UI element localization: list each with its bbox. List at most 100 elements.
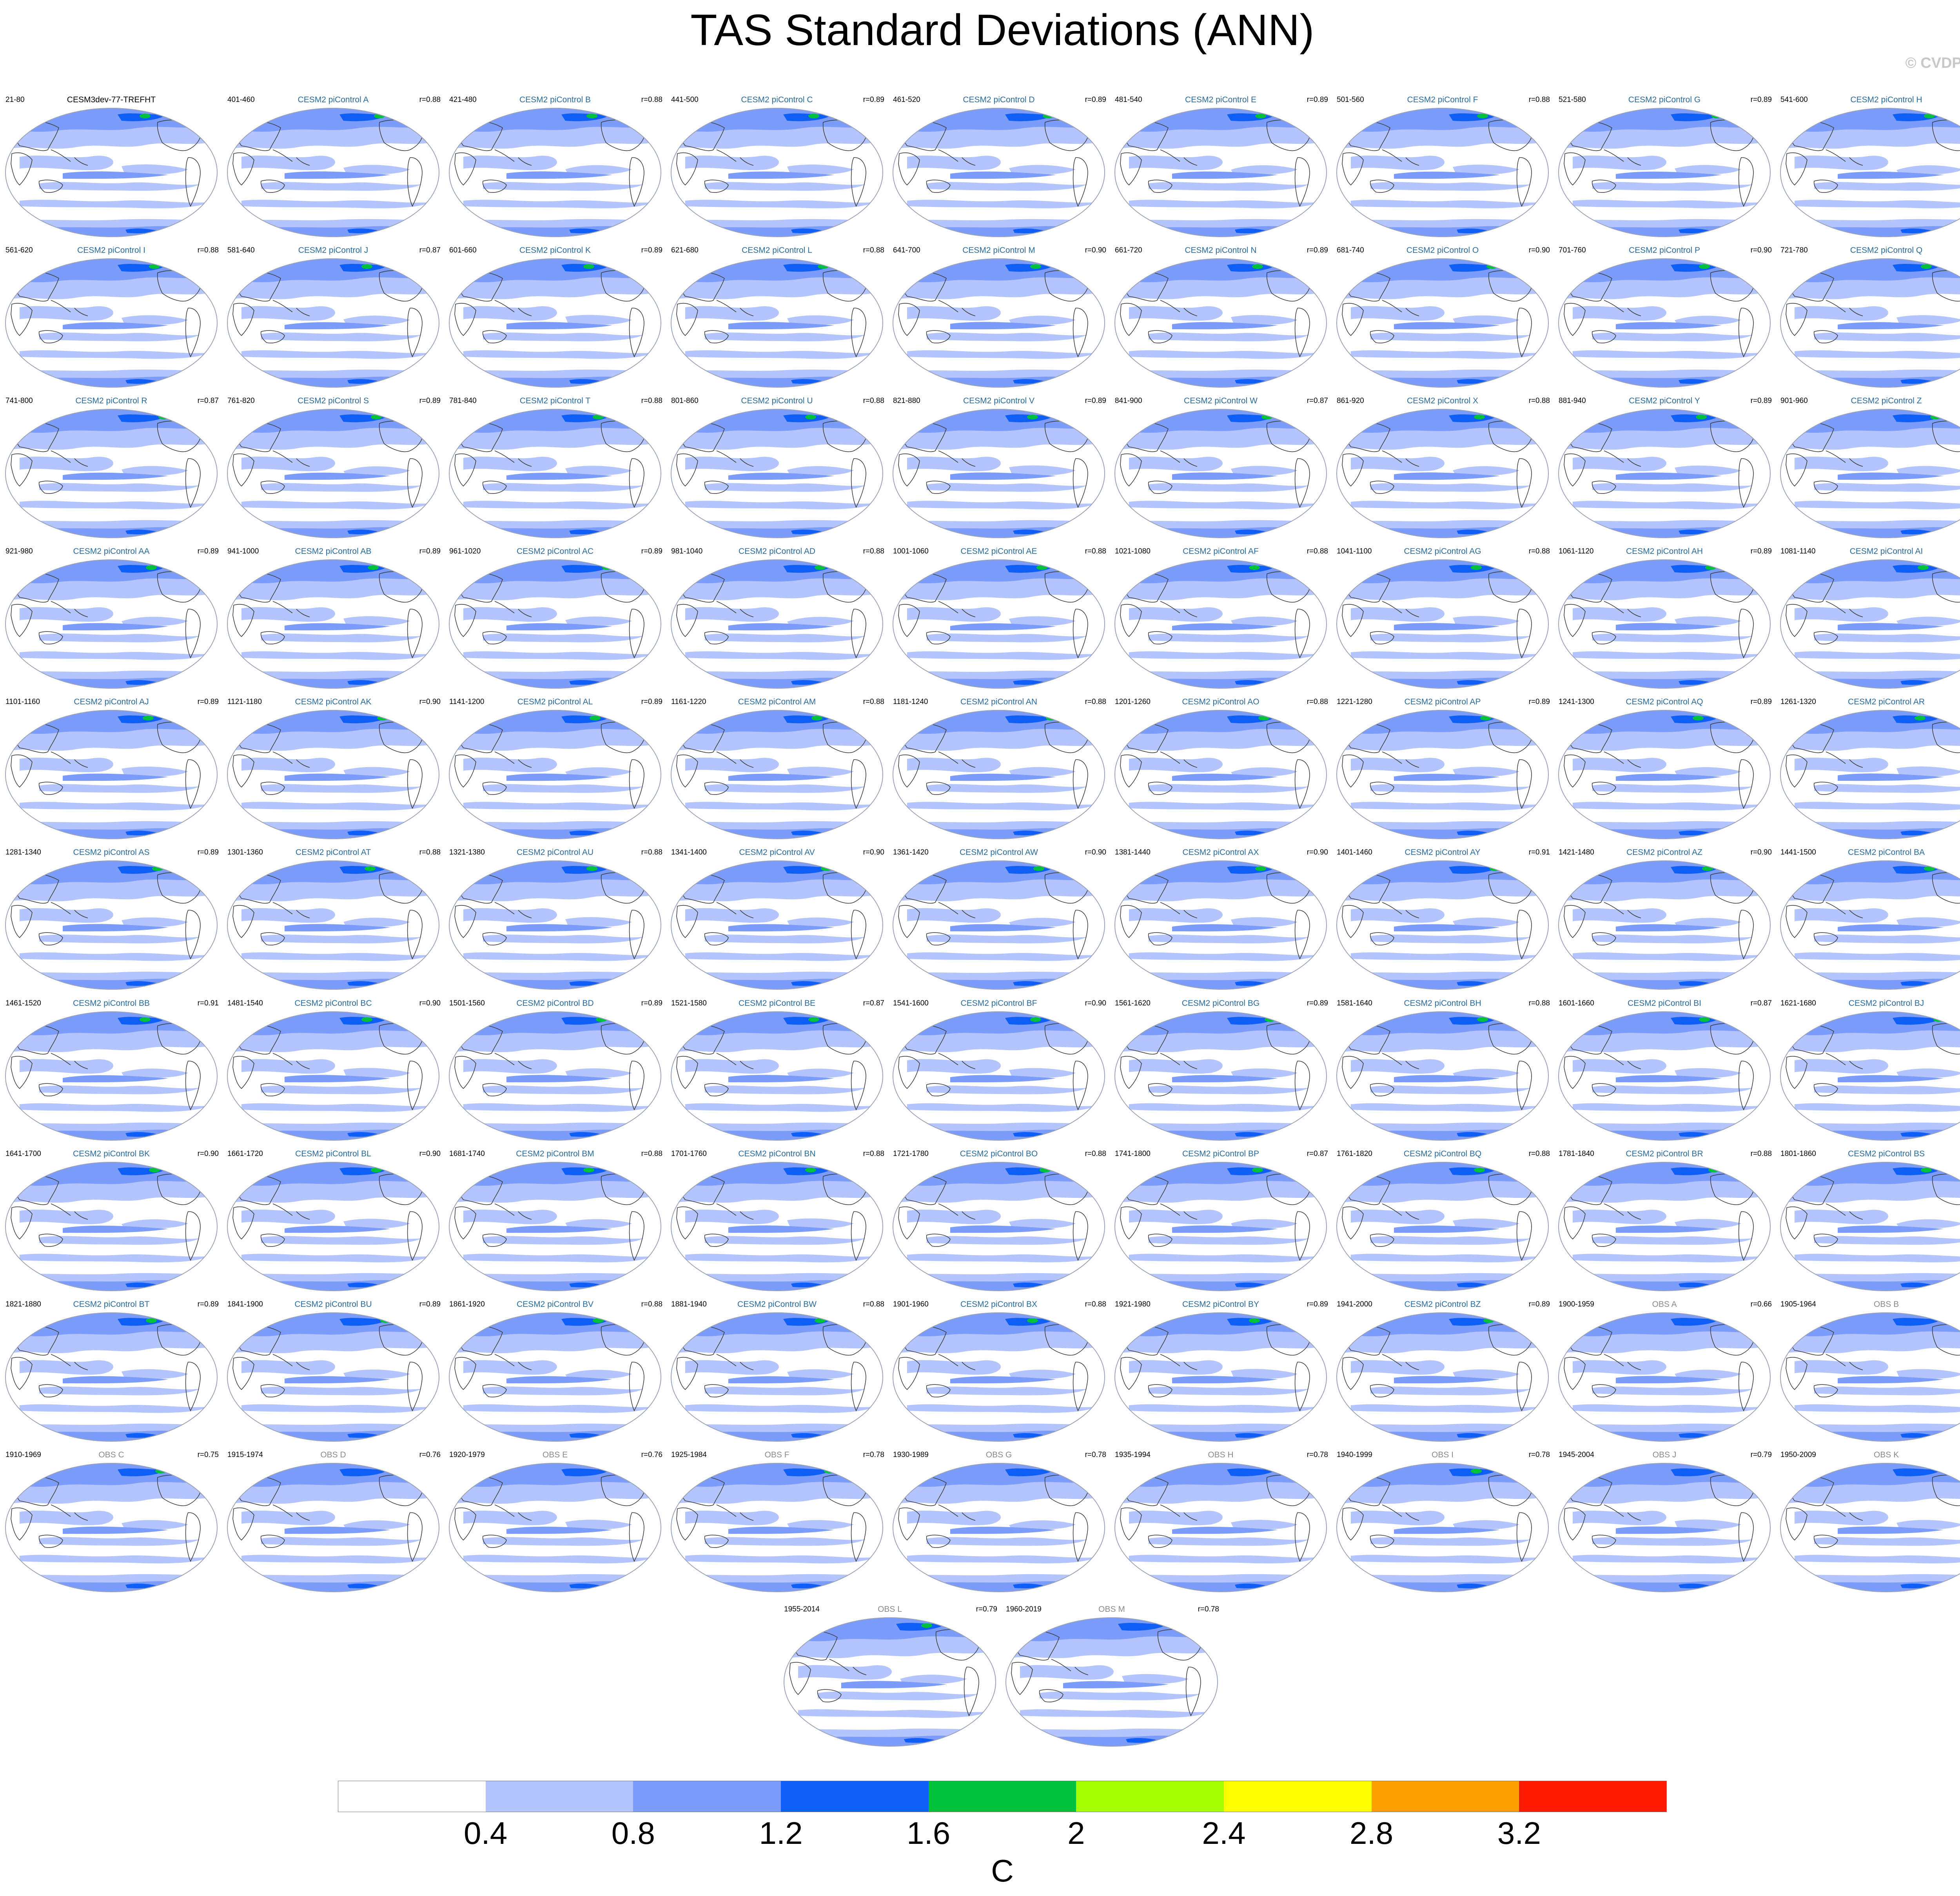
panel-years: 1281-1340	[5, 848, 41, 856]
global-map	[5, 258, 218, 388]
map-panel: CESM2 piControl BV 1861-1920 r=0.88	[445, 1298, 665, 1444]
global-map	[1780, 559, 1960, 689]
map-panel: CESM2 piControl AW 1361-1420 r=0.90	[889, 846, 1109, 992]
panel-title: CESM2 piControl J	[298, 246, 368, 255]
panel-years: 1921-1980	[1115, 1300, 1151, 1308]
panel-title: CESM2 piControl AV	[739, 848, 815, 857]
panel-years: 1341-1400	[671, 848, 707, 856]
map-panel: CESM2 piControl BK 1641-1700 r=0.90	[2, 1147, 221, 1293]
map-panel: CESM2 piControl N 661-720 r=0.89	[1111, 244, 1330, 390]
panel-correlation: r=0.89	[1307, 96, 1328, 104]
panel-years: 881-940	[1559, 397, 1586, 405]
colorbar-segment	[781, 1781, 929, 1812]
panel-correlation: r=0.89	[197, 848, 219, 856]
map-panel: CESM2 piControl C 441-500 r=0.89	[667, 93, 887, 239]
panel-years: 1121-1180	[227, 698, 262, 706]
panel-correlation: r=0.87	[419, 246, 441, 254]
panel-correlation: r=0.79	[976, 1605, 997, 1613]
map-panel: CESM2 piControl AZ 1421-1480 r=0.90	[1555, 846, 1774, 992]
global-map	[671, 108, 883, 237]
global-map	[227, 1162, 439, 1291]
panel-correlation: r=0.89	[1528, 698, 1550, 706]
panel-years: 921-980	[5, 547, 33, 555]
panel-correlation: r=0.87	[1307, 397, 1328, 405]
panel-title: CESM2 piControl E	[1185, 95, 1257, 104]
panel-correlation: r=0.90	[419, 1150, 441, 1158]
global-map	[1114, 1162, 1327, 1291]
global-map	[893, 258, 1105, 388]
panel-correlation: r=0.87	[863, 999, 884, 1007]
map-panel: CESM2 piControl A 401-460 r=0.88	[223, 93, 443, 239]
global-map	[227, 710, 439, 839]
map-panel: CESM2 piControl AE 1001-1060 r=0.88	[889, 545, 1109, 691]
panel-title: CESM2 piControl AE	[960, 547, 1037, 556]
map-panel: CESM2 piControl AO 1201-1260 r=0.88	[1111, 695, 1330, 841]
global-map	[5, 710, 218, 839]
global-map	[5, 108, 218, 237]
map-panel: CESM2 piControl BP 1741-1800 r=0.87	[1111, 1147, 1330, 1293]
panel-correlation: r=0.91	[197, 999, 219, 1007]
global-map	[1558, 409, 1771, 538]
panel-years: 1601-1660	[1559, 999, 1594, 1007]
map-panel: CESM2 piControl BQ 1761-1820 r=0.88	[1333, 1147, 1552, 1293]
map-panel: CESM2 piControl T 781-840 r=0.88	[445, 394, 665, 540]
map-panel: CESM2 piControl BI 1601-1660 r=0.87	[1555, 997, 1774, 1143]
panel-title: CESM2 piControl D	[963, 95, 1035, 104]
panel-years: 1361-1420	[893, 848, 929, 856]
global-map	[449, 1463, 661, 1592]
panel-years: 861-920	[1337, 397, 1364, 405]
panel-correlation: r=0.90	[863, 848, 884, 856]
panel-title: CESM2 piControl AX	[1182, 848, 1259, 857]
panel-years: 601-660	[449, 246, 477, 254]
panel-correlation: r=0.89	[419, 397, 441, 405]
global-map	[1336, 860, 1549, 990]
panel-years: 1641-1700	[5, 1150, 41, 1158]
global-map	[893, 559, 1105, 689]
panel-title: CESM2 piControl AH	[1626, 547, 1703, 556]
panel-years: 1441-1500	[1780, 848, 1816, 856]
global-map	[5, 860, 218, 990]
panel-years: 1935-1994	[1115, 1451, 1151, 1459]
map-panel: CESM2 piControl I 561-620 r=0.88	[2, 244, 221, 390]
panel-years: 521-580	[1559, 96, 1586, 104]
panel-title: CESM2 piControl AN	[960, 697, 1038, 706]
map-panel: CESM2 piControl BN 1701-1760 r=0.88	[667, 1147, 887, 1293]
panel-years: 421-480	[449, 96, 477, 104]
panel-title: CESM2 piControl AS	[73, 848, 150, 857]
panel-correlation: r=0.88	[863, 1300, 884, 1308]
panel-correlation: r=0.90	[1085, 999, 1106, 1007]
panel-correlation: r=0.88	[863, 246, 884, 254]
colorbar-segment	[928, 1781, 1076, 1812]
panel-title: OBS K	[1873, 1450, 1899, 1459]
panel-title: CESM2 piControl BB	[73, 999, 150, 1008]
global-map	[1558, 1162, 1771, 1291]
panel-years: 1541-1600	[893, 999, 929, 1007]
panel-years: 1801-1860	[1780, 1150, 1816, 1158]
map-panel: CESM2 piControl V 821-880 r=0.89	[889, 394, 1109, 540]
map-panel: CESM2 piControl AJ 1101-1160 r=0.89	[2, 695, 221, 841]
panel-title: CESM2 piControl M	[962, 246, 1035, 255]
panel-title: CESM2 piControl BZ	[1404, 1300, 1481, 1309]
panel-years: 1081-1140	[1780, 547, 1816, 555]
global-map	[227, 1011, 439, 1141]
panel-title: CESM2 piControl AJ	[74, 697, 149, 706]
panel-years: 1321-1380	[449, 848, 485, 856]
panel-correlation: r=0.89	[641, 547, 662, 555]
panel-years: 461-520	[893, 96, 920, 104]
panel-correlation: r=0.78	[1085, 1451, 1106, 1459]
map-panel: CESM2 piControl AG 1041-1100 r=0.88	[1333, 545, 1552, 691]
map-panel: CESM2 piControl BL 1661-1720 r=0.90	[223, 1147, 443, 1293]
global-map	[1005, 1617, 1218, 1747]
panel-title: CESM2 piControl BY	[1182, 1300, 1259, 1309]
panel-title: CESM3dev-77-TREFHT	[67, 95, 156, 104]
global-map	[1336, 710, 1549, 839]
global-map	[893, 1011, 1105, 1141]
panel-correlation: r=0.87	[197, 397, 219, 405]
map-panel: CESM2 piControl S 761-820 r=0.89	[223, 394, 443, 540]
panel-title: CESM2 piControl AZ	[1626, 848, 1702, 857]
map-panel: CESM2 piControl AC 961-1020 r=0.89	[445, 545, 665, 691]
